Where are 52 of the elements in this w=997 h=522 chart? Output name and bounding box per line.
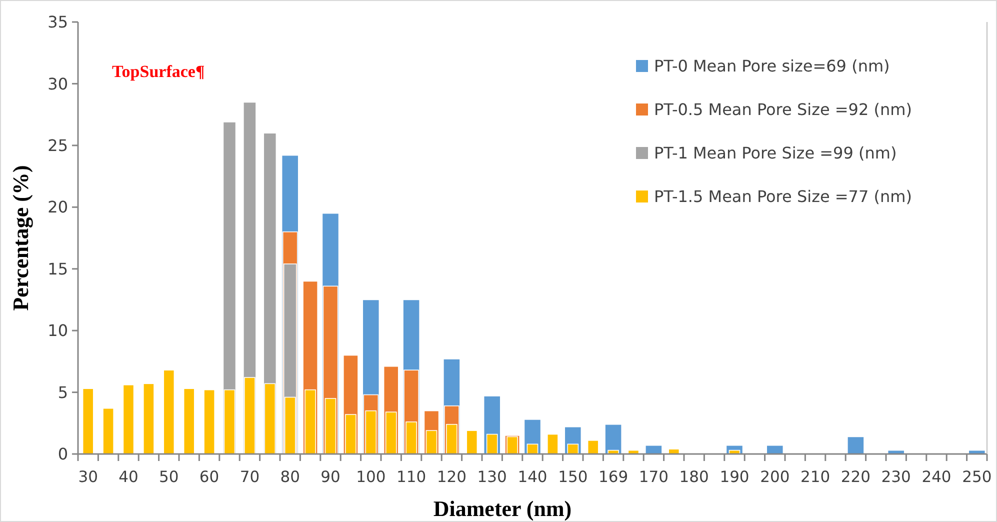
- x-tick-label: 90: [320, 468, 340, 486]
- y-tick-label: 0: [58, 444, 68, 464]
- x-tick-label: 180: [679, 468, 709, 486]
- bar: [645, 444, 662, 454]
- bar: [143, 383, 154, 454]
- bar: [122, 384, 134, 454]
- y-tick-label: 5: [58, 382, 68, 402]
- bar: [183, 388, 195, 454]
- x-tick-label: 169: [598, 468, 628, 486]
- legend-label: PT-1 Mean Pore Size =99 (nm): [654, 144, 897, 163]
- legend-label: PT-0 Mean Pore size=69 (nm): [654, 56, 890, 76]
- y-tick-label: 25: [48, 136, 68, 156]
- x-tick-label: 110: [396, 468, 426, 486]
- y-tick-label: 30: [48, 74, 68, 94]
- bar: [547, 434, 558, 454]
- annotation: TopSurface¶: [112, 62, 205, 81]
- x-tick-label: 50: [159, 468, 179, 486]
- x-tick-label: 250: [962, 468, 992, 486]
- x-tick-label: 230: [881, 468, 911, 486]
- x-tick-label: 40: [118, 468, 138, 486]
- y-tick-label: 15: [48, 259, 68, 278]
- x-tick-label: 150: [558, 468, 588, 486]
- x-tick-label: 80: [280, 468, 300, 486]
- bar: [82, 388, 94, 454]
- bar: [604, 424, 622, 454]
- x-tick-label: 130: [477, 468, 507, 486]
- x-tick-label: 190: [720, 468, 750, 486]
- x-tick-label: 140: [518, 468, 548, 486]
- x-tick-label: 30: [78, 468, 98, 486]
- bar: [204, 389, 215, 454]
- bar: [766, 444, 784, 454]
- x-tick-label: 60: [199, 468, 220, 486]
- bar: [847, 436, 864, 454]
- x-tick-label: 200: [760, 468, 790, 486]
- bar: [163, 370, 175, 454]
- bar: [466, 430, 478, 454]
- legend-label: PT-0.5 Mean Pore Size =92 (nm): [654, 100, 912, 120]
- bar: [102, 408, 114, 454]
- y-tick-label: 35: [48, 12, 68, 32]
- x-tick-label: 240: [922, 468, 952, 486]
- bar: [587, 440, 599, 454]
- x-tick-label: 120: [436, 468, 466, 486]
- y-axis-title: Percentage (%): [8, 165, 33, 311]
- x-tick-label: 210: [800, 468, 830, 486]
- legend-label: PT-1.5 Mean Pore Size =77 (nm): [654, 187, 912, 206]
- y-tick-label: 20: [48, 198, 68, 217]
- x-tick-label: 100: [356, 468, 386, 486]
- y-tick-label: 10: [48, 321, 68, 340]
- x-tick-label: 70: [240, 468, 260, 486]
- x-tick-label: 170: [638, 468, 668, 486]
- x-tick-label: 220: [840, 468, 870, 486]
- x-axis-title: Diameter (nm): [433, 496, 572, 521]
